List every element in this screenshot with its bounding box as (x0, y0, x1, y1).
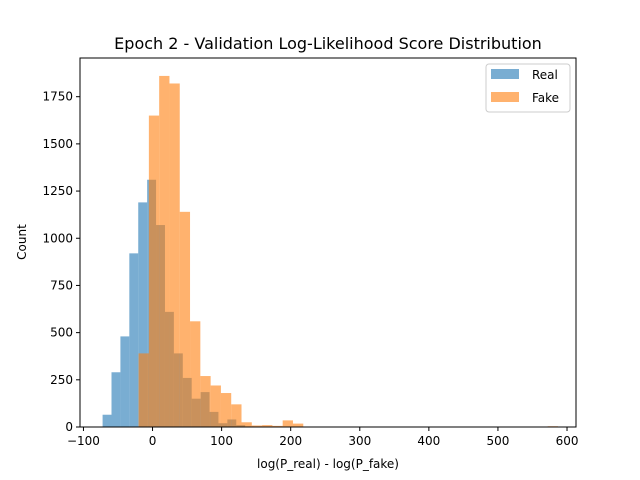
y-tick-label: 1000 (42, 231, 73, 245)
x-tick-label: 200 (279, 434, 302, 448)
plot-frame (79, 57, 577, 428)
bar-real-1 (111, 372, 121, 427)
chart-title: Epoch 2 - Validation Log-Likelihood Scor… (114, 34, 542, 53)
x-tick-label: 100 (210, 434, 233, 448)
legend-label-real: Real (532, 68, 558, 82)
y-tick-label: 1750 (42, 90, 73, 104)
bar-fake-13 (272, 425, 283, 427)
y-tick-label: 500 (50, 326, 73, 340)
bar-real-2 (120, 336, 130, 427)
bar-real-3 (129, 253, 139, 427)
bar-fake-15 (292, 423, 304, 427)
x-tick-label: 300 (348, 434, 371, 448)
y-tick-label: 250 (50, 373, 73, 387)
y-tick-label: 1250 (42, 184, 73, 198)
bar-fake-9 (231, 404, 242, 427)
bar-fake-1 (148, 115, 160, 427)
y-axis-ticks: 0 250 500 750 1000 1250 1500 1750 (42, 90, 80, 434)
x-tick-label: 400 (417, 434, 440, 448)
x-axis-label: log(P_real) - log(P_fake) (257, 457, 399, 471)
bar-fake-2 (159, 75, 170, 428)
bar-fake-4 (179, 211, 191, 427)
bar-real-4 (138, 202, 148, 427)
bar-real-0 (102, 414, 112, 427)
y-axis-label: Count (15, 224, 29, 260)
legend-swatch-real (491, 69, 519, 79)
bar-fake-12 (262, 425, 273, 427)
bar-fake-11 (251, 425, 263, 427)
bar-fake-7 (210, 385, 221, 427)
bar-fake-0 (138, 353, 149, 427)
y-tick-label: 0 (65, 420, 73, 434)
bar-fake-5 (190, 321, 201, 427)
x-axis-ticks: −100 0 100 200 300 400 500 600 (67, 427, 579, 448)
series-fake-bars (138, 75, 558, 428)
x-tick-label: 600 (556, 434, 579, 448)
x-tick-label: −100 (67, 434, 100, 448)
bar-fake-10 (241, 422, 252, 427)
legend-label-fake: Fake (532, 91, 559, 105)
bar-fake-14 (282, 420, 293, 427)
y-tick-label: 750 (50, 278, 73, 292)
legend-swatch-fake (491, 92, 519, 102)
legend: Real Fake (485, 63, 571, 113)
bar-fake-6 (200, 376, 211, 427)
y-tick-label: 1500 (42, 137, 73, 151)
x-tick-label: 0 (149, 434, 157, 448)
x-tick-label: 500 (486, 434, 509, 448)
bar-fake-3 (169, 83, 180, 427)
bar-fake-8 (220, 393, 232, 427)
